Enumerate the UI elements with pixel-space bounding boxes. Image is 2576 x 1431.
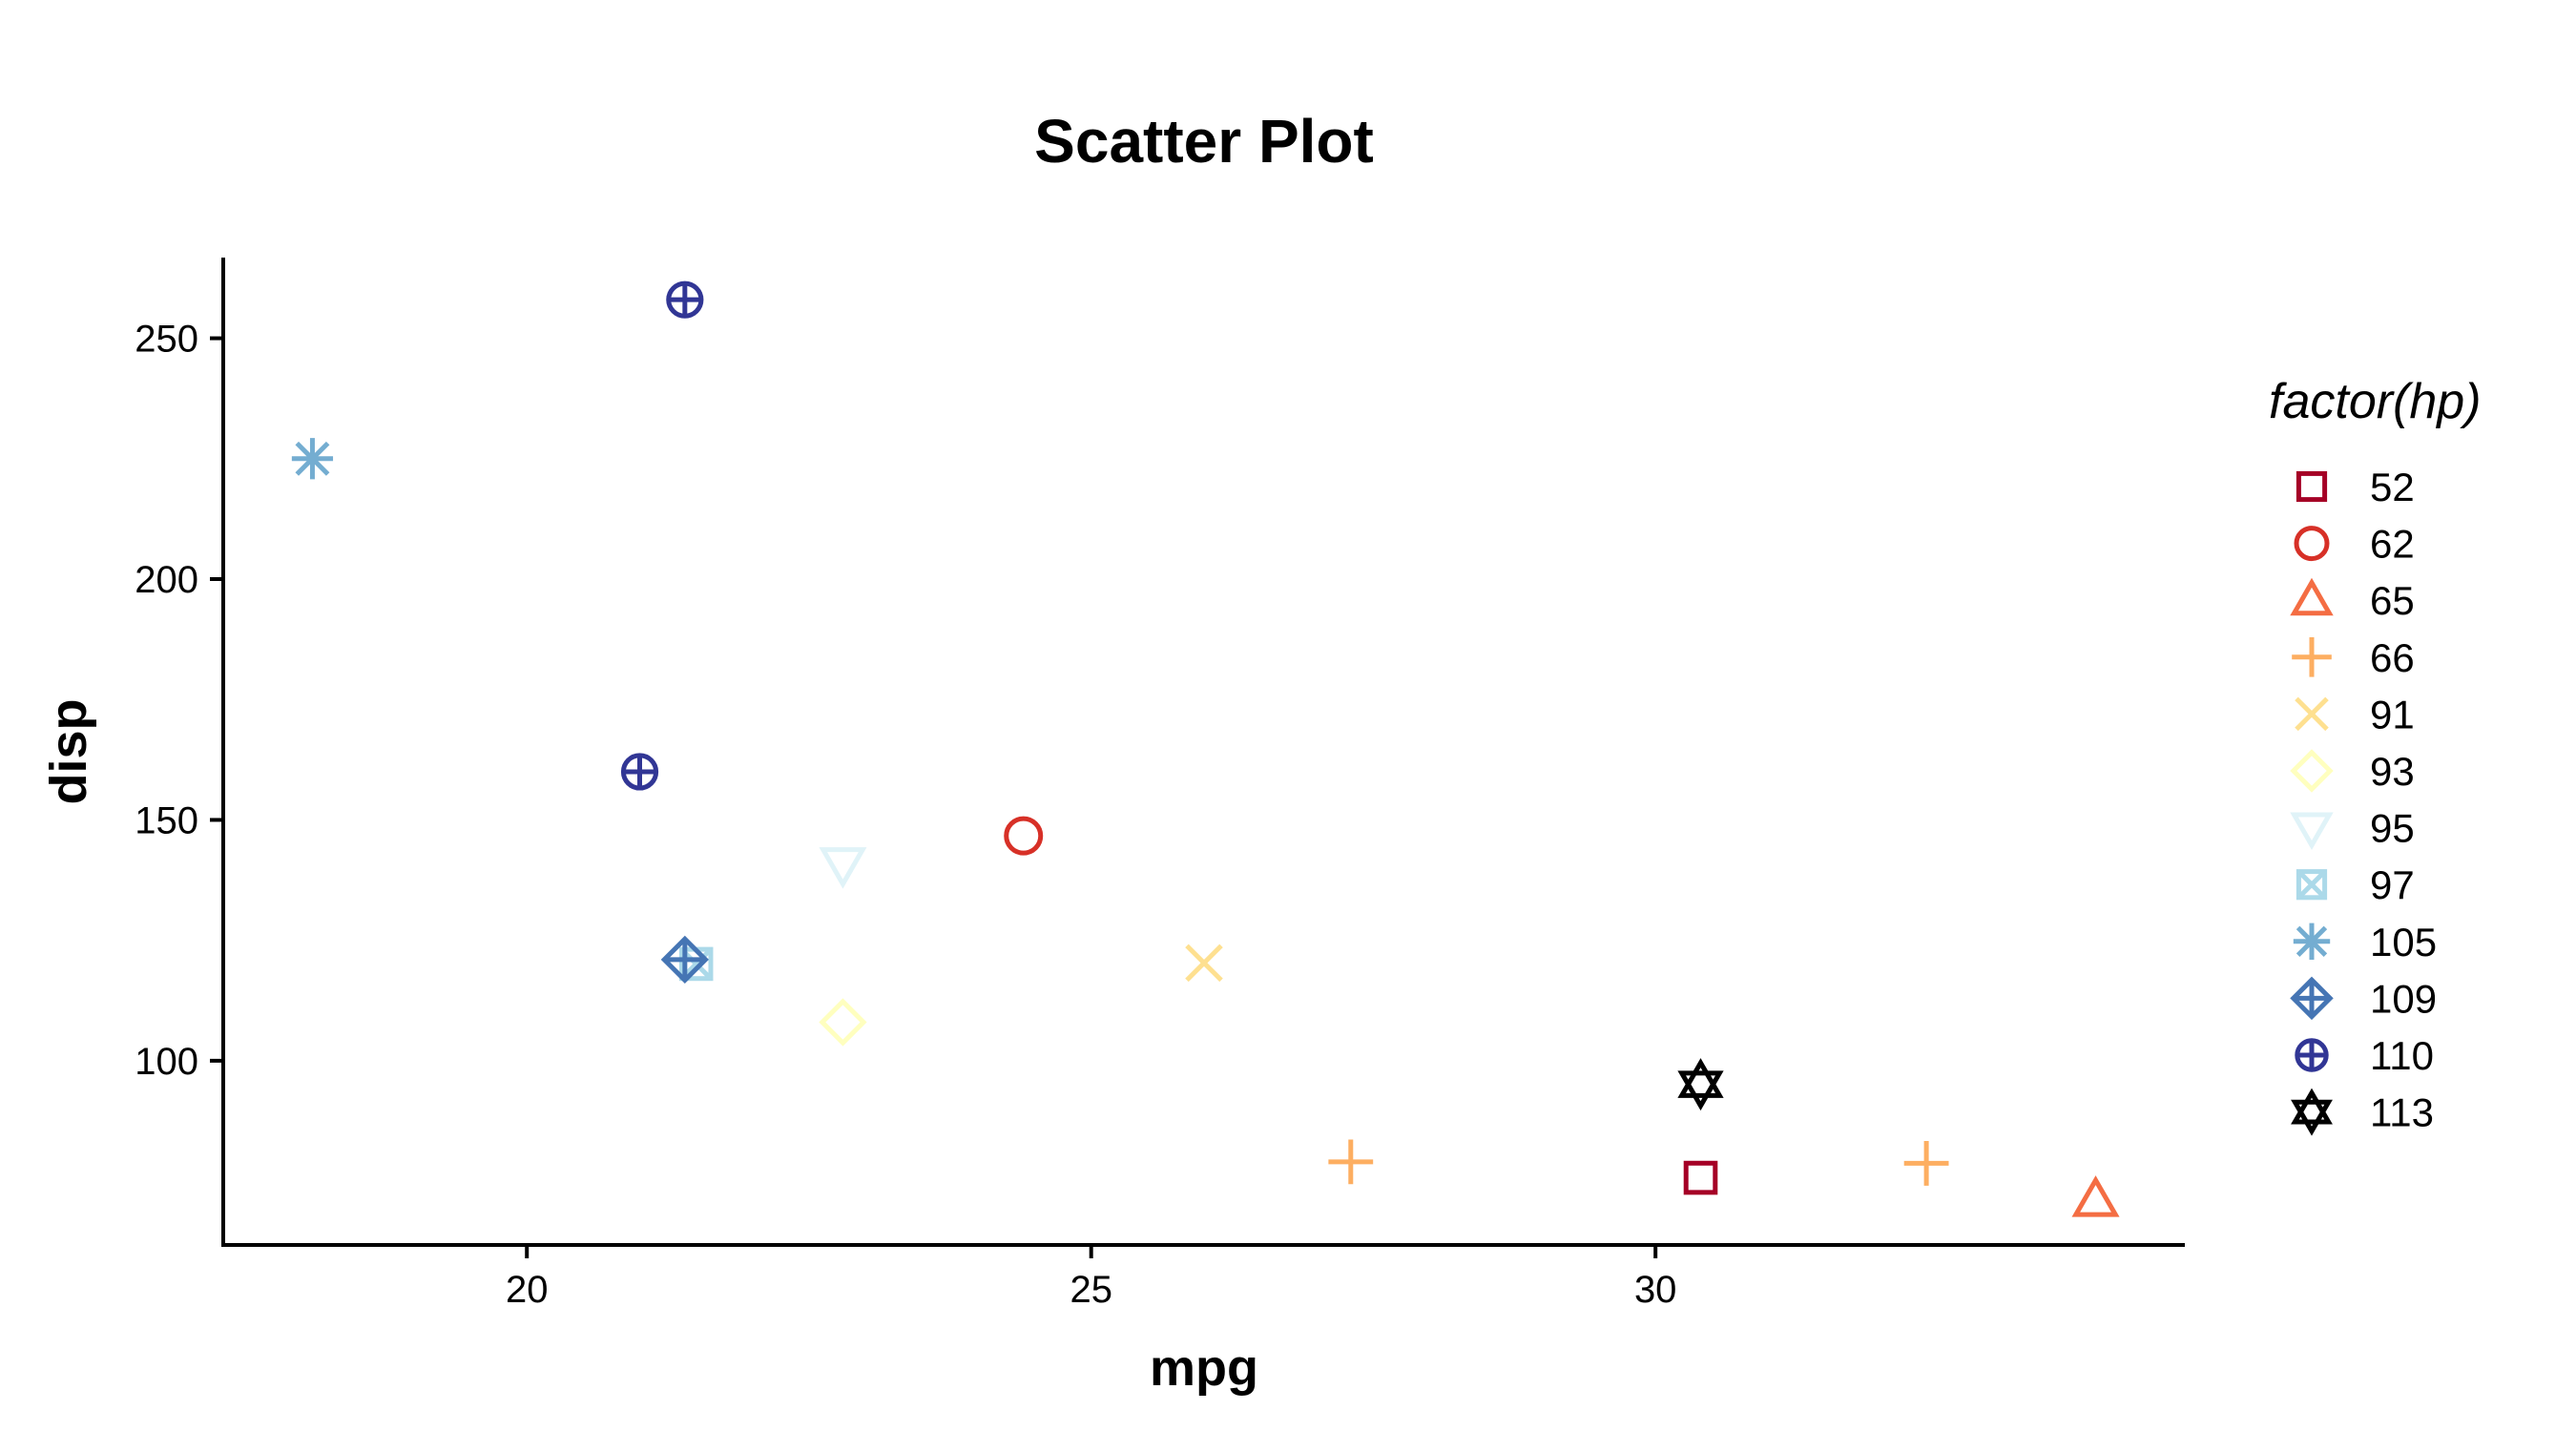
x-tick-label: 30 bbox=[1634, 1269, 1677, 1311]
legend-label: 65 bbox=[2370, 578, 2415, 623]
legend-label: 109 bbox=[2370, 976, 2437, 1021]
data-point bbox=[1185, 944, 1223, 983]
y-axis-title: disp bbox=[40, 698, 97, 804]
data-point bbox=[1903, 1141, 1949, 1186]
legend-key bbox=[2290, 577, 2334, 616]
legend-key bbox=[2295, 1038, 2329, 1072]
points-layer bbox=[291, 280, 2120, 1217]
y-tick-label: 200 bbox=[135, 559, 198, 601]
legend-label: 113 bbox=[2370, 1090, 2434, 1135]
x-tick-label: 20 bbox=[506, 1269, 549, 1311]
data-point bbox=[819, 847, 867, 889]
data-point bbox=[1683, 1160, 1718, 1195]
legend-label: 95 bbox=[2370, 806, 2415, 851]
legend-key bbox=[2296, 470, 2328, 503]
plot-area: 20 25 30 100 150 200 250 bbox=[135, 258, 2185, 1311]
legend-label: 66 bbox=[2370, 635, 2415, 680]
y-tick-label: 100 bbox=[135, 1041, 198, 1083]
data-point bbox=[819, 998, 867, 1047]
data-point bbox=[1328, 1139, 1374, 1185]
data-point bbox=[291, 438, 334, 480]
data-point bbox=[666, 280, 704, 319]
legend-key bbox=[2290, 976, 2334, 1021]
x-tick-label: 25 bbox=[1070, 1269, 1112, 1311]
legend-label: 105 bbox=[2370, 920, 2437, 964]
data-point bbox=[1677, 1058, 1724, 1111]
legend-key bbox=[2292, 637, 2332, 677]
legend-key bbox=[2296, 869, 2328, 901]
legend: factor(hp) 52 62 65 66 91 93 95 97 105 109 110 113 bbox=[2269, 374, 2482, 1136]
y-tick-label: 250 bbox=[135, 319, 198, 361]
chart-title: Scatter Plot bbox=[1034, 107, 1374, 176]
y-axis-ticks: 100 150 200 250 bbox=[135, 319, 223, 1083]
legend-label: 97 bbox=[2370, 862, 2415, 907]
legend-label: 91 bbox=[2370, 692, 2415, 736]
y-tick-label: 150 bbox=[135, 799, 198, 841]
legend-label: 62 bbox=[2370, 522, 2415, 567]
data-point bbox=[2071, 1175, 2120, 1217]
legend-key bbox=[2293, 923, 2331, 960]
legend-key bbox=[2294, 526, 2330, 562]
legend-title: factor(hp) bbox=[2269, 374, 2482, 429]
data-point bbox=[660, 935, 709, 984]
legend-label: 110 bbox=[2370, 1033, 2434, 1078]
legend-label: 93 bbox=[2370, 749, 2415, 794]
legend-key bbox=[2290, 749, 2334, 793]
legend-key bbox=[2295, 696, 2329, 732]
legend-key bbox=[2291, 1088, 2333, 1136]
legend-label: 52 bbox=[2370, 465, 2415, 509]
legend-items: 52 62 65 66 91 93 95 97 105 109 110 113 bbox=[2290, 465, 2437, 1136]
legend-key bbox=[2290, 812, 2334, 851]
data-point bbox=[1004, 816, 1044, 856]
x-axis-ticks: 20 25 30 bbox=[506, 1245, 1676, 1311]
data-point bbox=[620, 753, 659, 791]
x-axis-title: mpg bbox=[1150, 1339, 1258, 1397]
